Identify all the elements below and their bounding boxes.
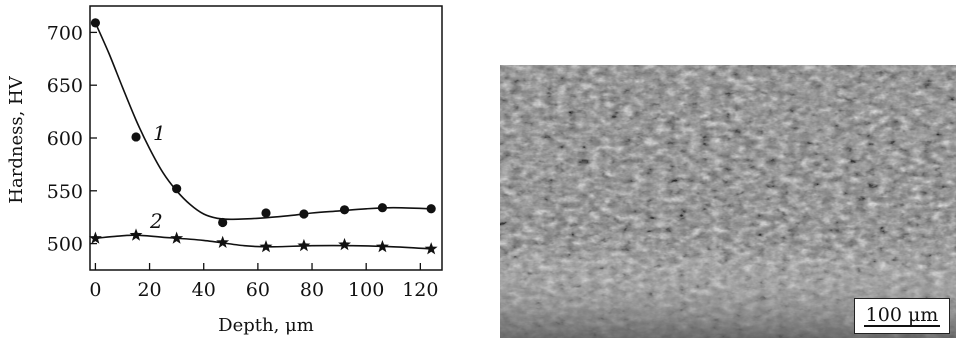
micrograph-texture	[500, 65, 956, 338]
x-tick-label: 20	[137, 279, 161, 301]
hardness-chart: 0 20 40 60 80 100 120 500 550 600 650 700 Depth, μ…	[6, 5, 443, 336]
curve-label-1: 1	[153, 121, 166, 145]
series-2-point	[129, 228, 143, 241]
y-axis-ticks: 500 550 600 650 700	[47, 22, 97, 256]
series-layer	[88, 18, 438, 255]
x-axis-ticks: 0 20 40 60 80 100 120	[89, 263, 438, 301]
scale-bar-label: 100 μm	[865, 304, 939, 326]
x-tick-label: 80	[300, 279, 324, 301]
curve-label-2: 2	[149, 209, 163, 233]
y-axis-title: Hardness, HV	[6, 75, 27, 203]
series-1-point	[218, 217, 228, 228]
series-2-point	[338, 237, 351, 251]
plot-frame	[89, 5, 443, 271]
series-2-point	[216, 235, 230, 248]
x-tick-label: 60	[246, 279, 270, 301]
series-1-point	[426, 204, 436, 214]
y-tick-label: 600	[47, 128, 83, 150]
y-tick-label: 700	[47, 22, 83, 44]
y-tick-label: 500	[47, 234, 83, 256]
x-tick-label: 40	[192, 279, 216, 301]
x-tick-label: 100	[348, 279, 384, 301]
series-1-fit-line	[94, 22, 432, 221]
series-1-point	[299, 209, 309, 219]
series-2-point	[170, 231, 184, 244]
series-2-point	[376, 240, 389, 253]
y-tick-label: 550	[47, 181, 83, 203]
series-2-point	[297, 238, 311, 252]
series-1-point	[339, 205, 350, 215]
series-1-point	[261, 208, 271, 218]
scale-bar: 100 μm	[854, 298, 950, 334]
series-1-point	[90, 18, 101, 28]
scale-bar-line	[864, 325, 940, 327]
series-2-point	[424, 242, 438, 255]
series-2-point	[259, 240, 273, 253]
series-2-point	[88, 231, 102, 244]
series-1-point	[131, 132, 141, 142]
series-1-point	[172, 184, 182, 194]
y-tick-label: 650	[47, 75, 83, 97]
micrograph-image: 100 μm	[500, 65, 956, 338]
x-axis-title: Depth, μm	[218, 315, 314, 336]
series-1-point	[377, 203, 388, 213]
x-tick-label: 120	[402, 279, 438, 301]
series-2-fit-line	[95, 234, 432, 250]
x-tick-label: 0	[89, 279, 101, 301]
